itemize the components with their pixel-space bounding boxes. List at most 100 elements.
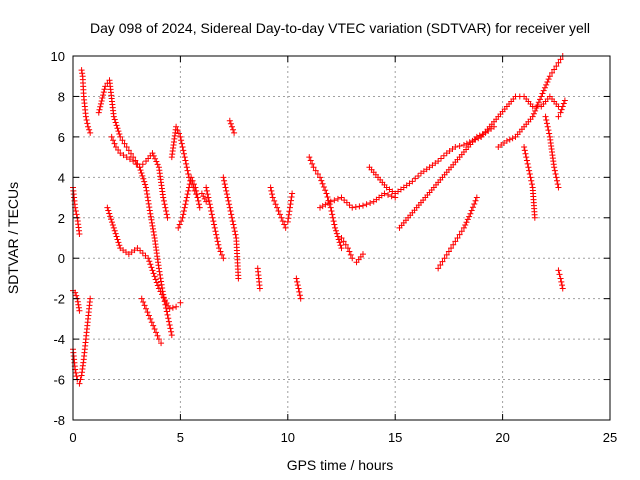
- data-point: [117, 133, 124, 140]
- data-point: [142, 252, 149, 259]
- data-point: [147, 213, 154, 220]
- data-point: [561, 97, 568, 104]
- data-point: [105, 207, 112, 214]
- data-point: [148, 319, 155, 326]
- data-point: [181, 154, 188, 161]
- data-point: [218, 251, 225, 258]
- data-point: [95, 109, 102, 116]
- data-point: [231, 129, 238, 136]
- data-point: [164, 214, 171, 221]
- data-point: [272, 201, 279, 208]
- data-point: [156, 268, 163, 275]
- data-point: [284, 218, 291, 225]
- data-point: [184, 191, 191, 198]
- data-point: [295, 285, 302, 292]
- data-point: [145, 197, 152, 204]
- data-point: [445, 248, 452, 255]
- data-point: [349, 255, 356, 262]
- data-point: [79, 70, 86, 77]
- data-point: [324, 194, 331, 201]
- data-point: [452, 144, 459, 150]
- data-point: [226, 201, 233, 208]
- data-point: [522, 150, 529, 157]
- data-point: [85, 123, 92, 130]
- y-tick-label: -6: [53, 373, 65, 388]
- data-point: [76, 380, 83, 387]
- data-point: [509, 135, 516, 142]
- data-point: [359, 251, 366, 258]
- data-point: [160, 197, 167, 204]
- data-point: [101, 86, 108, 93]
- data-point: [184, 167, 191, 174]
- data-point: [183, 194, 190, 201]
- y-tick-label: 0: [58, 251, 65, 266]
- data-point: [108, 219, 115, 226]
- data-point: [541, 84, 548, 91]
- data-point: [549, 69, 556, 76]
- data-point: [167, 325, 174, 332]
- data-point: [367, 199, 374, 206]
- data-point: [87, 129, 94, 136]
- data-point: [141, 178, 148, 185]
- data-point: [529, 113, 536, 120]
- data-point: [289, 190, 296, 197]
- data-point: [531, 214, 538, 221]
- data-point: [443, 251, 450, 258]
- data-point: [469, 204, 476, 211]
- data-point: [473, 194, 480, 201]
- data-point: [226, 117, 233, 124]
- data-point: [543, 117, 550, 124]
- data-point: [110, 113, 117, 120]
- data-point: [107, 213, 114, 220]
- data-point: [338, 194, 345, 201]
- data-point: [346, 202, 353, 209]
- data-point: [148, 264, 155, 271]
- data-point: [196, 201, 203, 208]
- data-point: [287, 201, 294, 208]
- y-tick-label: 6: [58, 130, 65, 145]
- data-point: [546, 73, 553, 80]
- data-point: [150, 228, 157, 235]
- data-point: [183, 197, 190, 204]
- data-point: [450, 241, 457, 248]
- data-point: [222, 184, 229, 191]
- data-point: [523, 157, 530, 164]
- data-point: [98, 97, 105, 104]
- data-point: [454, 235, 461, 241]
- data-point: [145, 255, 152, 262]
- data-point: [82, 113, 89, 120]
- data-point: [180, 211, 187, 218]
- data-point: [145, 200, 152, 207]
- data-point: [106, 210, 113, 217]
- data-point: [212, 228, 219, 235]
- data-point: [185, 170, 192, 177]
- x-tick-label: 10: [281, 430, 295, 445]
- data-point: [204, 191, 211, 198]
- data-point: [439, 258, 446, 265]
- data-point: [557, 275, 564, 282]
- data-point: [154, 161, 161, 168]
- data-point: [176, 221, 183, 228]
- data-point: [221, 181, 228, 188]
- data-point: [409, 178, 416, 185]
- data-point: [307, 157, 314, 164]
- data-point: [86, 126, 93, 133]
- data-point: [553, 63, 560, 70]
- data-point: [130, 158, 137, 165]
- data-point: [521, 147, 528, 154]
- data-point: [535, 99, 542, 106]
- data-point: [136, 164, 143, 171]
- data-point: [327, 204, 334, 211]
- data-point: [544, 123, 551, 130]
- data-point: [175, 224, 182, 231]
- data-point: [235, 275, 242, 282]
- data-point: [195, 197, 202, 204]
- data-point: [200, 193, 207, 200]
- data-point: [114, 125, 121, 132]
- data-point: [349, 204, 356, 211]
- data-point: [528, 181, 535, 188]
- data-point: [179, 144, 186, 150]
- data-point: [538, 93, 545, 100]
